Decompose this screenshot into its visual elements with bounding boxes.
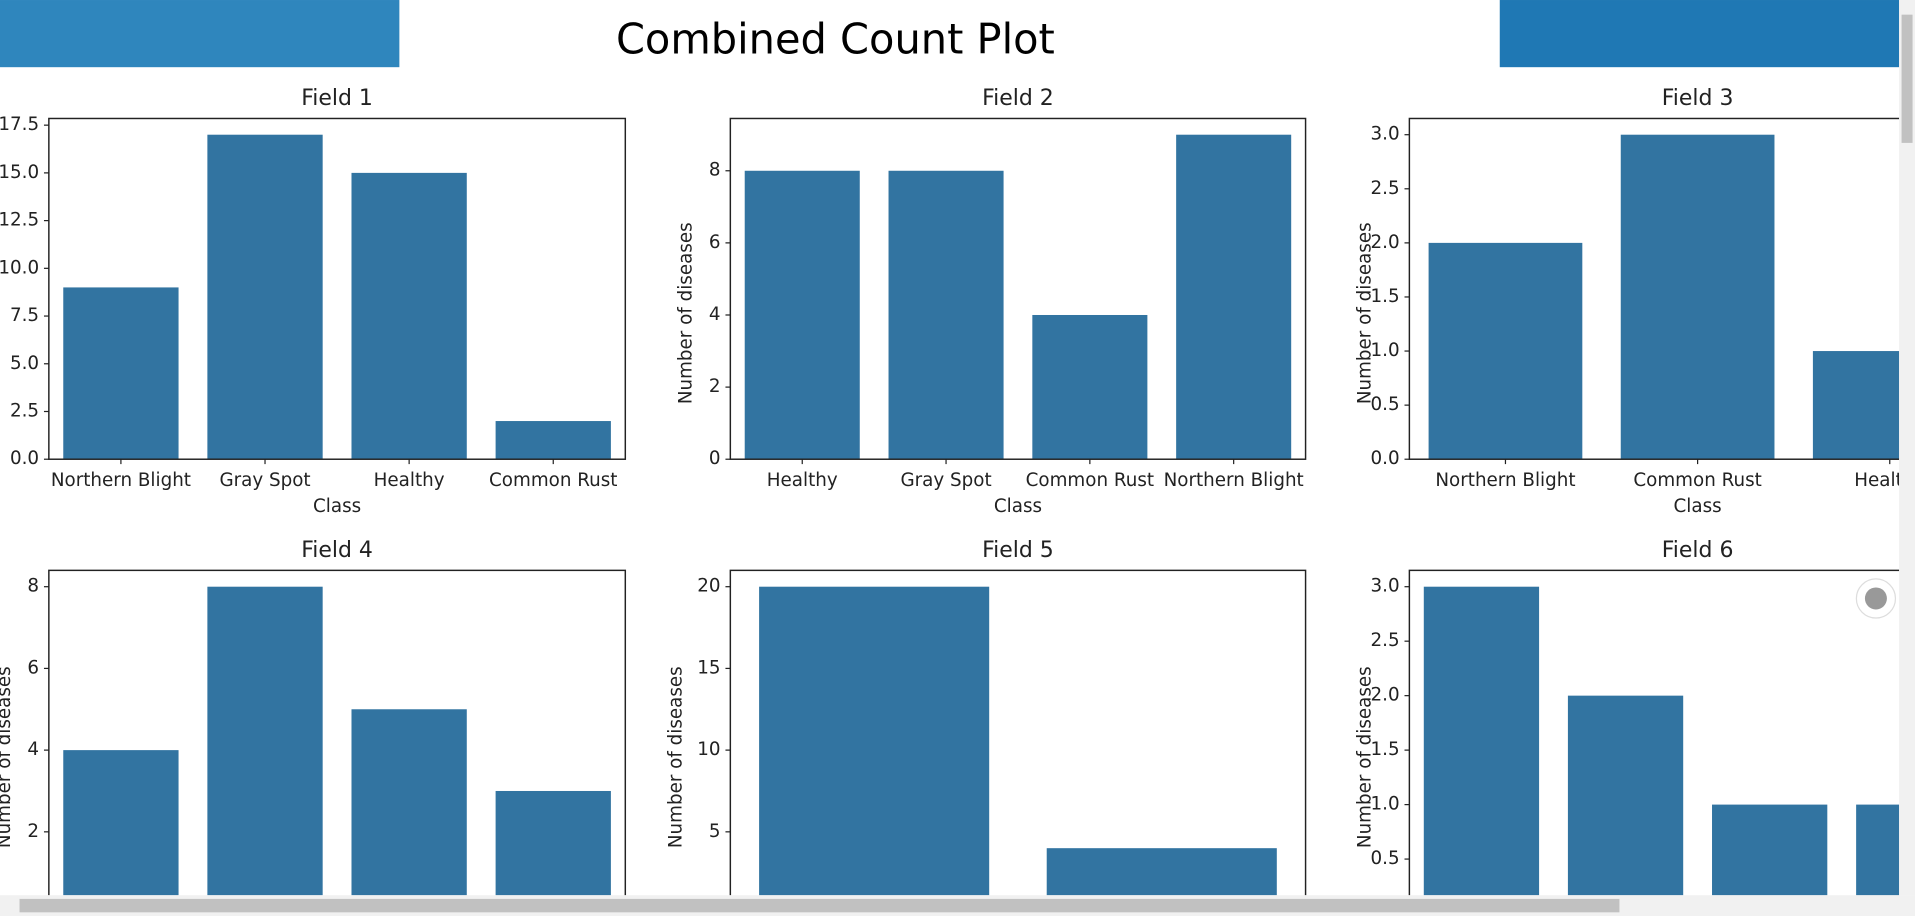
y-axis-label: Number of diseases xyxy=(1354,222,1375,404)
y-tick-label: 8 xyxy=(27,576,39,597)
y-tick-label: 0 xyxy=(709,448,721,469)
y-tick-label: 1.0 xyxy=(1371,794,1400,815)
y-tick-label: 3.0 xyxy=(1371,124,1400,145)
x-tick-label: Gray Spot xyxy=(219,470,310,491)
x-axis-label: Class xyxy=(313,496,361,517)
y-tick-label: 1.5 xyxy=(1371,739,1400,760)
chart-title: Field 6 xyxy=(1662,538,1734,563)
y-tick-label: 0.5 xyxy=(1371,848,1400,869)
y-tick-label: 8 xyxy=(709,160,721,181)
bar xyxy=(351,172,467,460)
x-axis-label: Class xyxy=(1674,496,1722,517)
y-tick-label: 20 xyxy=(697,576,720,597)
axes-frame xyxy=(729,569,1307,896)
y-tick-label: 10 xyxy=(697,739,720,760)
chat-icon[interactable] xyxy=(1864,587,1887,610)
y-axis-label: Number of diseases xyxy=(666,666,687,848)
banner-right xyxy=(1499,0,1900,68)
y-tick-label: 5 xyxy=(709,821,721,842)
bar xyxy=(1176,134,1292,460)
bar xyxy=(1032,314,1148,460)
vertical-scrollbar[interactable] xyxy=(1899,0,1915,896)
y-tick-label: 4 xyxy=(709,304,721,325)
y-tick-label: 2.5 xyxy=(10,400,39,421)
axes-frame xyxy=(48,117,627,460)
y-tick-label: 2.5 xyxy=(1371,178,1400,199)
bar xyxy=(888,170,1004,460)
y-tick-label: 2.5 xyxy=(1371,630,1400,651)
bar xyxy=(495,421,611,460)
bar xyxy=(63,750,179,896)
x-tick-label: Healthy xyxy=(1854,470,1915,491)
x-tick-label: Gray Spot xyxy=(900,470,991,491)
bar xyxy=(759,586,990,896)
y-axis-label: Number of diseases xyxy=(675,222,696,404)
bar xyxy=(1812,351,1900,460)
y-tick-label: 15 xyxy=(697,657,720,678)
y-tick-label: 1.0 xyxy=(1371,340,1400,361)
chart-title: Field 2 xyxy=(982,86,1054,111)
y-tick-label: 0.0 xyxy=(10,448,39,469)
chart-title: Field 3 xyxy=(1662,86,1734,111)
y-tick-label: 2.0 xyxy=(1371,232,1400,253)
bar xyxy=(207,586,323,896)
bar xyxy=(207,134,323,460)
bar xyxy=(1428,242,1583,460)
bar xyxy=(63,287,179,460)
y-tick-label: 0.5 xyxy=(1371,394,1400,415)
y-tick-label: 1.5 xyxy=(1371,286,1400,307)
scroll-thumb[interactable] xyxy=(19,898,1620,913)
y-tick-label: 6 xyxy=(709,232,721,253)
x-tick-label: Healthy xyxy=(767,470,838,491)
y-tick-label: 7.5 xyxy=(10,305,39,326)
x-tick-label: Northern Blight xyxy=(51,470,191,491)
bar xyxy=(1423,586,1540,896)
scroll-thumb[interactable] xyxy=(1901,14,1913,143)
y-axis-label: Number of diseases xyxy=(1354,666,1375,848)
chart-title: Field 5 xyxy=(982,538,1054,563)
bar xyxy=(1620,134,1775,460)
y-tick-label: 10.0 xyxy=(0,257,39,278)
bar xyxy=(1046,848,1277,896)
y-tick-label: 17.5 xyxy=(0,114,39,135)
x-tick-label: Northern Blight xyxy=(1164,470,1304,491)
x-tick-label: Northern Blight xyxy=(1435,470,1575,491)
axes-frame xyxy=(1408,569,1900,896)
chart-title: Field 4 xyxy=(301,538,373,563)
bar xyxy=(495,790,611,896)
y-tick-label: 2.0 xyxy=(1371,685,1400,706)
axes-frame xyxy=(729,117,1307,460)
y-tick-label: 0.0 xyxy=(1371,448,1400,469)
x-tick-label: Common Rust xyxy=(1026,470,1154,491)
page-title: Combined Count Plot xyxy=(616,15,1055,64)
bar xyxy=(351,709,467,896)
bar xyxy=(1567,695,1684,896)
x-tick-label: Common Rust xyxy=(1633,470,1761,491)
banner-left xyxy=(0,0,400,68)
bar xyxy=(744,170,860,460)
bar xyxy=(1712,804,1828,896)
y-tick-label: 4 xyxy=(27,739,39,760)
chart-title: Field 1 xyxy=(301,86,373,111)
axes-frame xyxy=(1408,117,1900,460)
x-tick-label: Common Rust xyxy=(489,470,617,491)
x-tick-label: Healthy xyxy=(374,470,445,491)
y-tick-label: 5.0 xyxy=(10,353,39,374)
x-axis-label: Class xyxy=(994,496,1042,517)
y-tick-label: 2 xyxy=(27,821,39,842)
y-axis-label: Number of diseases xyxy=(0,666,15,848)
y-tick-label: 3.0 xyxy=(1371,576,1400,597)
y-tick-label: 12.5 xyxy=(0,210,39,231)
y-tick-label: 6 xyxy=(27,657,39,678)
bar xyxy=(1856,804,1900,896)
y-tick-label: 2 xyxy=(709,376,721,397)
y-tick-label: 15.0 xyxy=(0,162,39,183)
axes-frame xyxy=(48,569,627,896)
